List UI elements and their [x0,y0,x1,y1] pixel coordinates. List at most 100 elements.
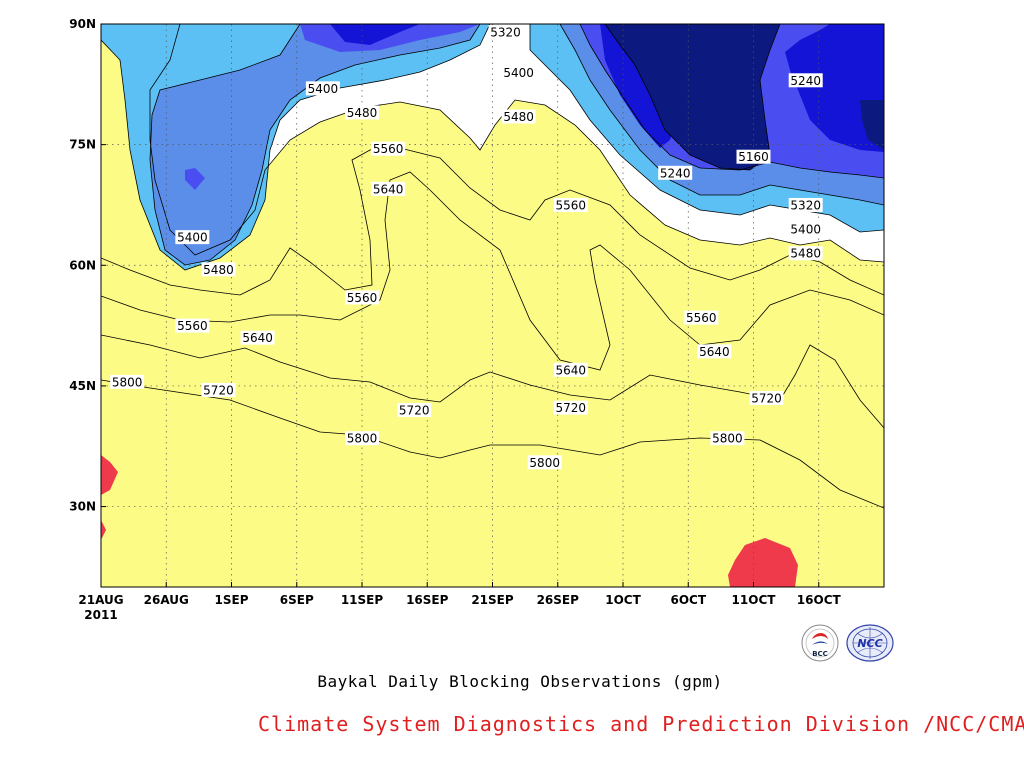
x-tick-label: 26SEP [537,593,580,607]
y-tick-label: 75N [69,138,96,152]
contour-label: 5480 [201,262,236,277]
contour-label-text: 5560 [373,142,404,156]
contour-label-text: 5320 [490,26,521,40]
y-tick-label: 30N [69,500,96,514]
bcc-logo: BCC [801,624,839,662]
contour-label-text: 5480 [347,106,378,120]
x-tick-label: 1OCT [605,593,641,607]
x-tick-label: 21AUG [78,593,123,607]
plot-area [101,24,884,587]
x-tick-label: 26AUG [144,593,189,607]
contour-label-bg [697,344,732,359]
x-tick-label: 11OCT [732,593,777,607]
contour-label-bg [527,455,562,470]
contour-label: 5480 [345,105,379,120]
contour-label-text: 5400 [503,66,534,80]
ncc-logo: NCC [846,624,894,662]
contour-label-bg [501,65,536,80]
contour-label-bg [345,290,379,305]
contour-label-text: 5720 [203,383,234,397]
contour-label: 5400 [788,222,823,237]
contour-label-text: 5640 [242,331,273,345]
contour-label-text: 5320 [790,198,821,212]
contour-label-text: 5800 [347,432,378,446]
band-lt5160 [605,24,884,170]
contour-label-bg [788,73,823,88]
contour-label-bg [553,362,588,377]
contour-label: 5480 [501,109,536,124]
contour-label-text: 5800 [712,432,743,446]
contour-label: 5240 [658,165,693,180]
contour-label-bg [201,262,236,277]
contour-label-bg [240,330,275,345]
axis-ticks: 21AUG 26AUG 1SEP 6SEP 11SEP 16SEP 21SEP 26SEP 1O… [69,17,841,622]
y-tick-label: 60N [69,258,96,272]
contour-label: 5240 [788,73,823,88]
contour-label-text: 5640 [556,363,587,377]
svg-text:NCC: NCC [857,637,882,650]
grid-lines [101,24,884,587]
contour-label: 5560 [684,310,719,325]
contour-label-text: 5560 [686,311,717,325]
contour-label: 5720 [749,390,784,405]
contour-label-text: 5640 [699,345,730,359]
x-tick-label: 16OCT [797,593,842,607]
contour-label: 5560 [345,290,379,305]
x-tick-label: 21SEP [471,593,514,607]
contour-label-text: 5480 [203,263,234,277]
contour-label-layer: 5320 5400 5480 5400 5480 5560 5640 5400 5480 5560… [110,25,823,470]
contour-label: 5720 [553,400,588,415]
contour-label-text: 5480 [790,247,821,261]
contour-label: 5800 [345,431,379,446]
chart-title: Baykal Daily Blocking Observations (gpm) [317,672,723,691]
contour-label: 5400 [305,81,340,96]
contour-label-bg [736,149,771,164]
contour-label: 5400 [175,230,210,245]
contour-label-bg [201,382,236,397]
contour-label-text: 5720 [556,401,587,415]
contour-label-text: 5240 [790,74,821,88]
contour-label-bg [175,230,210,245]
contour-label-text: 5720 [751,391,782,405]
contour-label-bg [658,165,693,180]
contour-label-text: 5560 [347,291,378,305]
y-tick-label: 90N [69,17,96,31]
contour-label: 5640 [697,344,732,359]
contour-label-bg [345,431,379,446]
x-tick-label: 6SEP [280,593,314,607]
contour-label: 5160 [736,149,771,164]
contour-label-bg [553,197,588,212]
contour-label-bg [788,197,823,212]
credit-text: Climate System Diagnostics and Predictio… [258,712,1024,736]
contour-label: 5480 [788,246,823,261]
contour-label-bg [397,403,432,418]
contour-label-bg [788,222,823,237]
contour-label-bg [553,400,588,415]
band-5160-5240 [330,24,884,152]
contour-label: 5320 [488,25,523,40]
contour-label-text: 5400 [308,82,339,96]
contour-label-bg [305,81,340,96]
contour-label: 5560 [371,141,406,156]
contour-label-bg [501,109,536,124]
contour-label: 5800 [110,374,145,389]
contour-label: 5640 [371,181,406,196]
contour-label-bg [788,246,823,261]
contour-label: 5560 [175,318,210,333]
contour-label-text: 5240 [660,166,691,180]
contour-label: 5720 [397,403,432,418]
contour-label-text: 5800 [529,456,560,470]
contour-label-text: 5480 [503,110,534,124]
contour-label: 5400 [501,65,536,80]
y-tick-label: 45N [69,379,96,393]
x-tick-label: 6OCT [670,593,706,607]
contour-label-bg [684,310,719,325]
contour-label-bg [371,181,406,196]
contour-label-bg [345,105,379,120]
contour-label-text: 5400 [177,231,208,245]
contour-label: 5720 [201,382,236,397]
contour-label-text: 5560 [556,198,587,212]
contour-label-bg [371,141,406,156]
contour-label-bg [110,374,145,389]
